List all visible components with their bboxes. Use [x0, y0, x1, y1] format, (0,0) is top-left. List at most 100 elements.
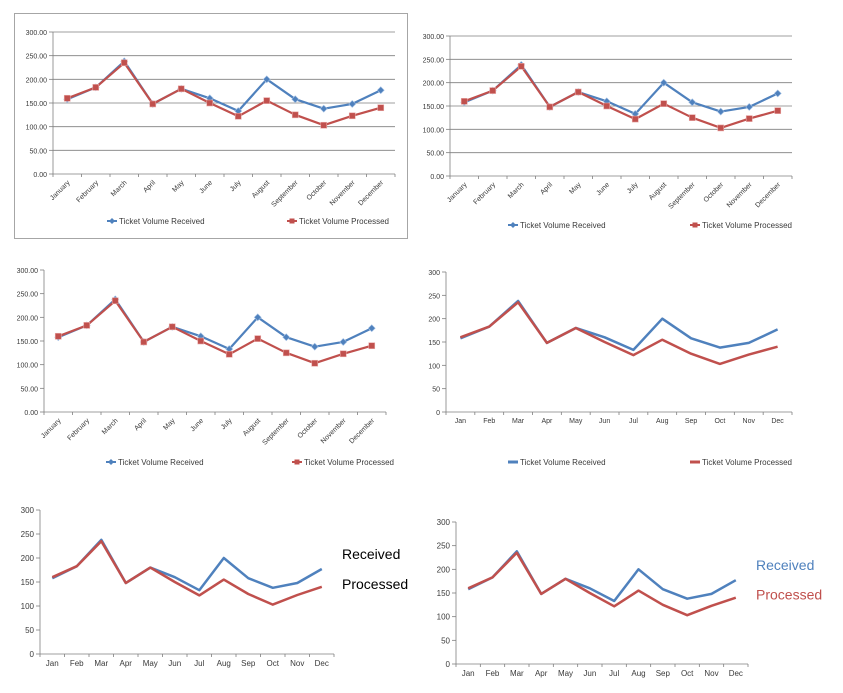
series-line-2: [459, 301, 778, 366]
x-tick-label: June: [595, 181, 611, 197]
data-point: [348, 112, 356, 120]
x-tick-label: March: [507, 181, 526, 200]
x-tick-label: April: [539, 181, 554, 196]
x-tick-label: June: [198, 179, 214, 195]
x-tick-label: Apr: [535, 669, 548, 678]
y-tick-label: 300: [428, 270, 440, 277]
y-tick-label: 0.00: [430, 174, 444, 181]
x-tick-label: May: [558, 669, 573, 678]
x-tick-label: July: [220, 417, 234, 431]
legend-marker: [289, 218, 295, 224]
y-tick-label: 0.00: [33, 172, 47, 179]
data-point: [376, 86, 385, 95]
y-tick-label: 250: [428, 293, 440, 300]
x-tick-label: May: [162, 417, 177, 432]
chart-panel-2: 0.00 50.00 100.00 150.00 200.00 250.00 300.00 J…: [420, 28, 820, 243]
y-tick-label: 50.00: [29, 148, 47, 155]
x-tick-label: Jul: [629, 418, 638, 425]
line-chart: 0 50 100 150 200 250 300 Jan Feb Mar Apr May Jun Jul A…: [428, 270, 793, 467]
x-tick-label: Mar: [512, 418, 525, 425]
y-tick-label: 0.00: [24, 410, 38, 417]
y-tick-label: 200.00: [423, 81, 445, 88]
data-point: [745, 115, 753, 122]
x-tick-label: Aug: [631, 669, 645, 678]
data-point: [773, 89, 782, 98]
data-point: [688, 114, 696, 121]
x-tick-label: December: [754, 181, 782, 209]
series-line-2: [463, 65, 779, 130]
x-tick-label: Apr: [120, 659, 133, 668]
y-tick-label: 150.00: [17, 339, 39, 346]
x-tick-label: May: [143, 659, 158, 668]
data-point: [140, 338, 148, 346]
x-tick-label: Jan: [462, 669, 475, 678]
data-point: [254, 335, 262, 342]
x-tick-label: July: [229, 179, 243, 193]
x-tick-label: Mar: [94, 659, 108, 668]
data-point: [574, 88, 582, 96]
y-tick-label: 100: [21, 602, 35, 611]
direct-series-label: Received: [756, 557, 814, 573]
y-tick-label: 250: [437, 542, 451, 551]
series-line-2: [467, 551, 737, 617]
x-tick-label: Aug: [656, 418, 669, 425]
y-tick-label: 300.00: [17, 268, 39, 275]
data-point: [177, 85, 185, 93]
data-point: [368, 342, 376, 350]
x-tick-label: January: [49, 179, 72, 202]
y-tick-label: 300: [437, 518, 451, 527]
x-tick-label: December: [348, 417, 376, 445]
x-tick-label: Feb: [486, 669, 500, 678]
y-tick-label: 200.00: [17, 315, 39, 322]
data-point: [63, 94, 71, 102]
x-tick-label: Jan: [46, 659, 59, 668]
data-point: [54, 332, 62, 340]
data-point: [660, 100, 668, 107]
x-tick-label: September: [261, 417, 291, 447]
x-tick-label: March: [110, 179, 129, 198]
legend-label: Ticket Volume Received: [520, 458, 606, 467]
legend-label: Ticket Volume Received: [119, 217, 205, 226]
x-tick-label: October: [703, 181, 726, 204]
y-tick-label: 50: [432, 387, 440, 394]
data-point: [339, 350, 347, 358]
x-tick-label: December: [357, 179, 385, 207]
x-tick-label: Mar: [510, 669, 524, 678]
x-tick-label: February: [472, 181, 497, 206]
data-point: [197, 337, 205, 345]
data-point: [716, 107, 725, 116]
data-point: [319, 104, 328, 113]
direct-series-label: Processed: [756, 587, 822, 603]
x-tick-label: Sep: [685, 418, 698, 425]
y-tick-label: 50.00: [20, 386, 38, 393]
legend-marker: [294, 459, 300, 465]
y-tick-label: 200: [437, 565, 451, 574]
y-tick-label: 50: [25, 626, 34, 635]
series-line-2: [66, 61, 382, 127]
x-tick-label: January: [40, 417, 63, 440]
x-tick-label: October: [297, 417, 320, 440]
data-point: [149, 100, 157, 108]
data-point: [168, 323, 176, 331]
x-tick-label: May: [569, 418, 583, 425]
legend-marker: [692, 222, 698, 228]
series-line-2: [57, 299, 373, 365]
data-point: [517, 63, 525, 70]
x-tick-label: Dec: [771, 418, 784, 425]
legend-label: Ticket Volume Processed: [702, 458, 792, 467]
data-point: [745, 103, 754, 111]
x-tick-label: Oct: [714, 418, 725, 425]
series-line-2: [51, 539, 323, 606]
legend-label: Ticket Volume Received: [520, 221, 606, 230]
x-tick-label: August: [242, 417, 262, 437]
y-tick-label: 0: [436, 410, 440, 417]
x-tick-label: February: [75, 179, 100, 204]
x-tick-label: Dec: [315, 659, 329, 668]
x-tick-label: May: [171, 179, 186, 194]
chart-panel-3: 0.00 50.00 100.00 150.00 200.00 250.00 300.00 J…: [14, 262, 414, 474]
y-tick-label: 150.00: [26, 101, 48, 108]
line-chart: 0.00 50.00 100.00 150.00 200.00 250.00 300.00 J…: [423, 34, 793, 230]
x-tick-label: Aug: [217, 659, 231, 668]
data-point: [320, 121, 328, 129]
legend-marker: [510, 222, 516, 228]
